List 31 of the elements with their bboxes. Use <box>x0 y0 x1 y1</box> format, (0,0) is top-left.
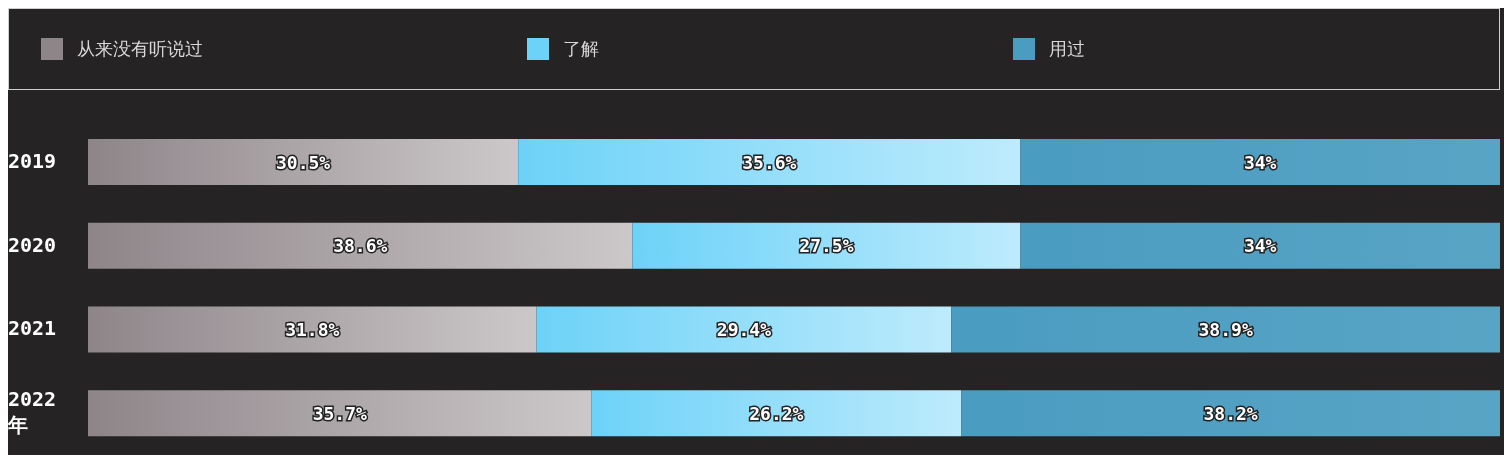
bar <box>88 306 537 353</box>
bar <box>1020 222 1500 269</box>
bar <box>591 390 962 437</box>
data-label: 38.2% <box>1203 402 1258 424</box>
y-tick-label: 2020 <box>8 232 57 257</box>
bar <box>961 390 1500 437</box>
data-label: 38.6% <box>333 235 388 257</box>
bar <box>88 139 519 185</box>
y-tick-label: 2022年 <box>7 386 57 437</box>
data-label: 31.8% <box>285 319 340 340</box>
bar <box>951 306 1500 353</box>
legend-label: 用过 <box>1049 37 1085 61</box>
bar <box>518 139 1021 185</box>
y-tick-label: 2021 <box>8 315 57 340</box>
bar <box>88 390 592 437</box>
y-tick-label: 2019 <box>8 148 57 173</box>
data-label: 35.6% <box>742 151 797 173</box>
bar <box>536 306 952 353</box>
data-label: 35.7% <box>312 402 368 424</box>
data-label: 38.9% <box>1198 319 1253 340</box>
data-label: 29.4% <box>716 319 772 340</box>
bar <box>632 222 1021 269</box>
data-label: 27.5% <box>799 235 854 257</box>
data-label: 30.5% <box>276 151 331 173</box>
data-label: 34% <box>1243 235 1277 257</box>
bar <box>88 222 633 269</box>
legend-label: 从来没有听说过 <box>77 37 203 61</box>
data-label: 34% <box>1243 151 1277 173</box>
data-label: 26.2% <box>749 402 804 424</box>
legend-label: 了解 <box>563 37 599 61</box>
bar <box>1020 139 1500 185</box>
